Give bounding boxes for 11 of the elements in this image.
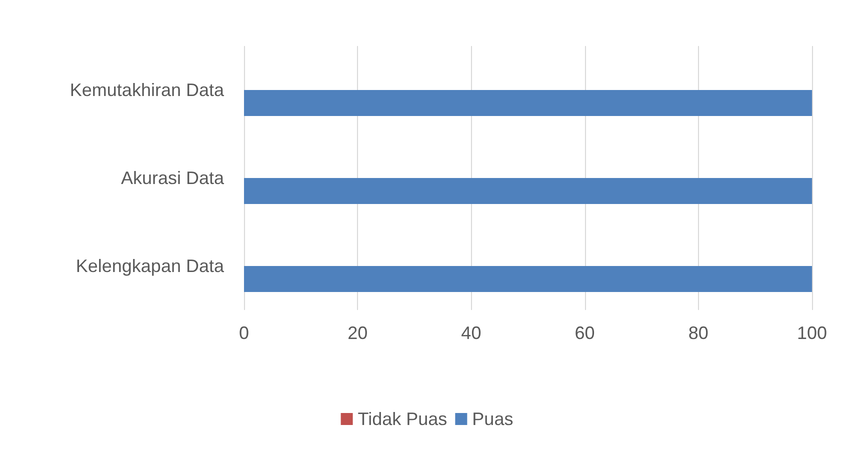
x-tick-label: 60 [574, 323, 595, 343]
x-tick-label: 40 [461, 323, 482, 343]
y-tick-label: Kelengkapan Data [76, 256, 225, 276]
legend-label: Puas [472, 409, 514, 429]
x-tick-label: 20 [348, 323, 368, 343]
x-tick-label: 0 [238, 323, 250, 343]
x-tick-label: 80 [688, 323, 708, 343]
y-tick-label: Akurasi Data [120, 168, 225, 188]
y-tick-label: Kemutakhiran Data [70, 80, 225, 100]
x-tick-label: 100 [796, 323, 828, 343]
legend-label: Tidak Puas [358, 409, 448, 429]
